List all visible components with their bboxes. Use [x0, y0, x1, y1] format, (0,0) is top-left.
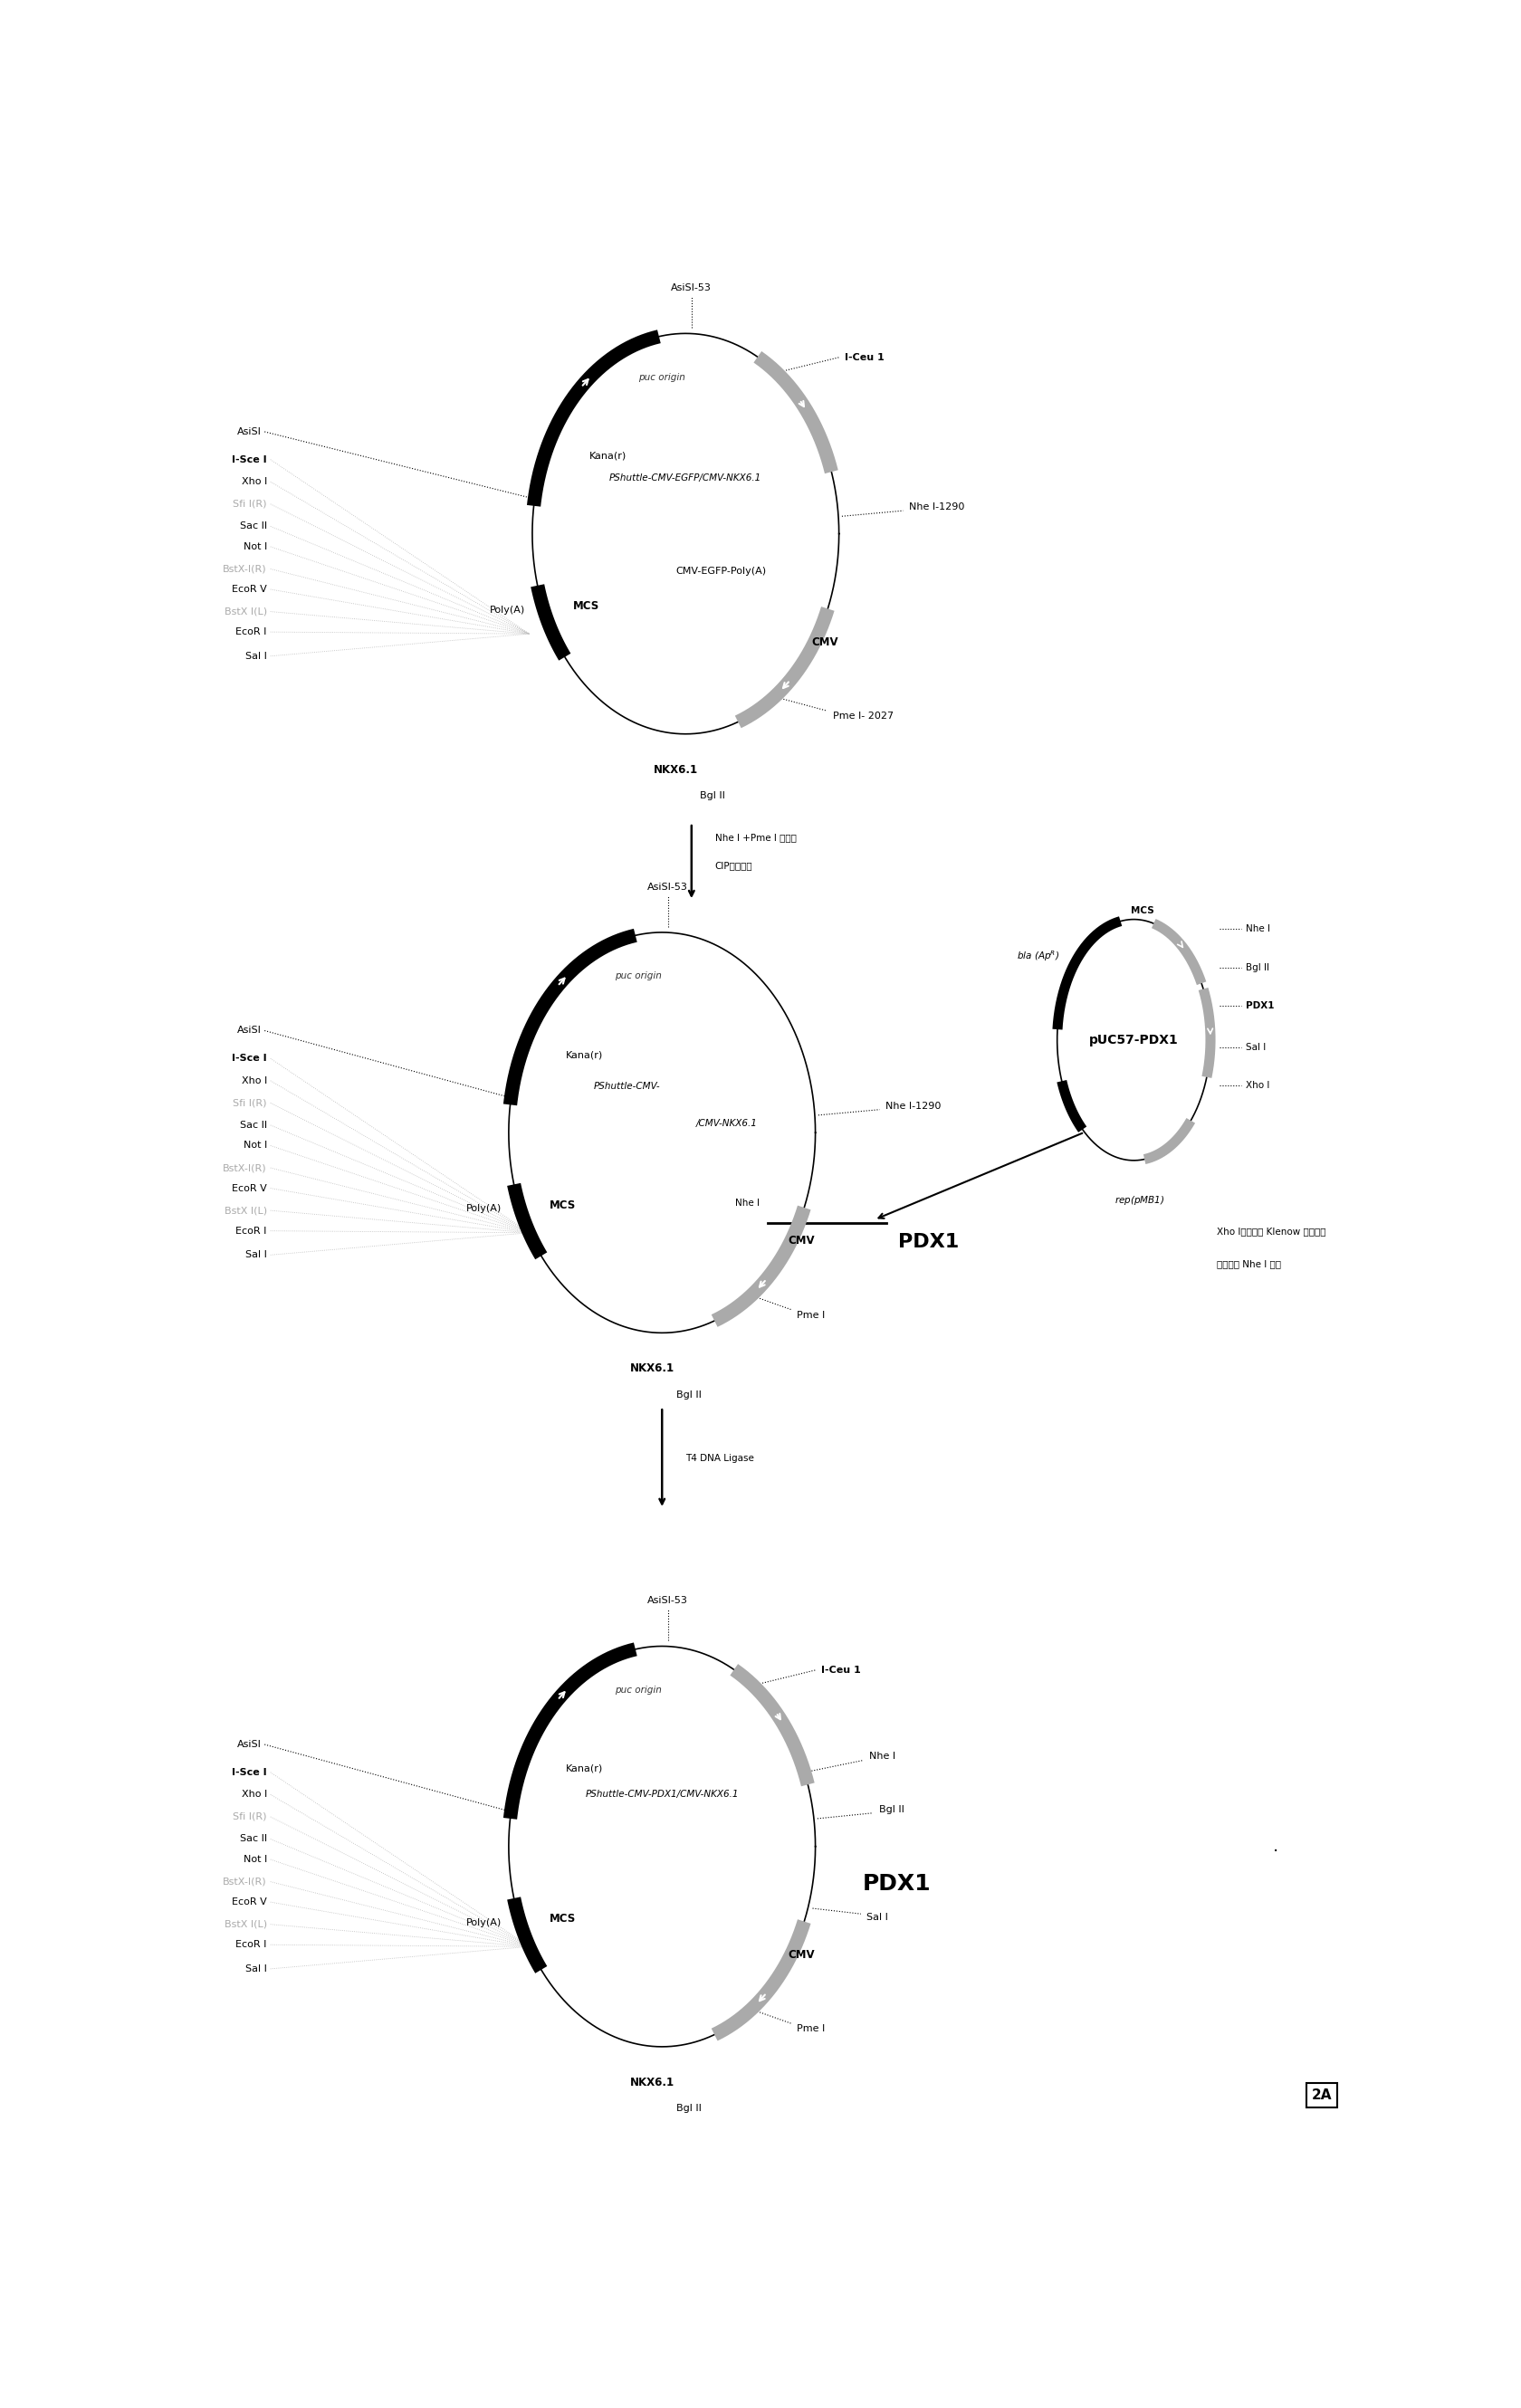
Text: PShuttle-CMV-PDX1/CMV-NKX6.1: PShuttle-CMV-PDX1/CMV-NKX6.1	[586, 1789, 738, 1799]
Text: I-Sce I: I-Sce I	[231, 1767, 266, 1777]
Text: EcoR V: EcoR V	[231, 1898, 266, 1907]
Text: PShuttle-CMV-EGFP/CMV-NKX6.1: PShuttle-CMV-EGFP/CMV-NKX6.1	[608, 474, 762, 482]
Text: NKX6.1: NKX6.1	[630, 1363, 674, 1375]
Text: NKX6.1: NKX6.1	[654, 763, 698, 775]
Text: Sal I: Sal I	[245, 1250, 266, 1259]
Text: Pme I: Pme I	[797, 2025, 824, 2035]
Text: Not I: Not I	[243, 1141, 266, 1151]
Text: Poly(A): Poly(A)	[465, 1204, 502, 1214]
Text: EcoR I: EcoR I	[236, 1941, 266, 1948]
Text: Nhe I +Pme I 双酵切: Nhe I +Pme I 双酵切	[715, 833, 795, 843]
Text: Poly(A): Poly(A)	[465, 1919, 502, 1926]
Text: Kana(r): Kana(r)	[589, 450, 627, 460]
Text: T4 DNA Ligase: T4 DNA Ligase	[684, 1454, 754, 1462]
Text: Nhe I-1290: Nhe I-1290	[885, 1100, 940, 1110]
Text: BstX I(L): BstX I(L)	[224, 1206, 266, 1216]
Text: Sac II: Sac II	[239, 1835, 266, 1845]
Text: CMV-EGFP-Poly(A): CMV-EGFP-Poly(A)	[675, 566, 767, 576]
Text: CMV: CMV	[811, 636, 838, 648]
Text: PDX1: PDX1	[1246, 1002, 1273, 1011]
Text: Bgl II: Bgl II	[700, 792, 726, 799]
Text: Sac II: Sac II	[239, 523, 266, 530]
Text: Kana(r): Kana(r)	[566, 1765, 602, 1772]
Text: AsiSI: AsiSI	[237, 426, 260, 436]
Text: Sfi I(R): Sfi I(R)	[233, 1098, 266, 1108]
Text: puc origin: puc origin	[614, 970, 662, 980]
Text: $bla$ (Ap$^R$): $bla$ (Ap$^R$)	[1016, 949, 1059, 963]
Text: puc origin: puc origin	[639, 373, 684, 380]
Text: Bgl II: Bgl II	[1246, 963, 1269, 973]
Text: Kana(r): Kana(r)	[566, 1050, 602, 1060]
Text: AsiSI-53: AsiSI-53	[648, 881, 687, 891]
Text: AsiSI-53: AsiSI-53	[648, 1597, 687, 1606]
Text: $rep$(pMB1): $rep$(pMB1)	[1113, 1194, 1164, 1206]
Text: I-Ceu 1: I-Ceu 1	[821, 1666, 861, 1674]
Text: BstX-I(R): BstX-I(R)	[222, 563, 266, 573]
Text: EcoR V: EcoR V	[231, 585, 266, 595]
Text: Xho I: Xho I	[242, 1789, 266, 1799]
Text: EcoR I: EcoR I	[236, 1226, 266, 1235]
Text: AsiSI: AsiSI	[237, 1026, 260, 1035]
Text: /CMV-NKX6.1: /CMV-NKX6.1	[695, 1120, 757, 1127]
Text: MCS: MCS	[549, 1912, 575, 1924]
Text: Xho I倒切后， Klenow 平端处理: Xho I倒切后， Klenow 平端处理	[1215, 1226, 1325, 1235]
Text: Not I: Not I	[243, 542, 266, 551]
Text: Sal I: Sal I	[867, 1912, 888, 1922]
Text: Xho I: Xho I	[1246, 1081, 1269, 1091]
Text: EcoR V: EcoR V	[231, 1185, 266, 1192]
Text: BstX-I(R): BstX-I(R)	[222, 1163, 266, 1173]
Text: BstX I(L): BstX I(L)	[224, 1919, 266, 1929]
Text: Poly(A): Poly(A)	[490, 604, 525, 614]
Text: 2A: 2A	[1311, 2088, 1331, 2102]
Text: .: .	[1272, 1837, 1278, 1854]
Text: PShuttle-CMV-: PShuttle-CMV-	[593, 1081, 660, 1091]
Text: Bgl II: Bgl II	[878, 1804, 903, 1813]
Text: Nhe I: Nhe I	[1246, 925, 1270, 934]
Text: BstX-I(R): BstX-I(R)	[222, 1878, 266, 1885]
Text: Sal I: Sal I	[1246, 1043, 1265, 1052]
Text: I-Ceu 1: I-Ceu 1	[844, 354, 884, 361]
Text: EcoR I: EcoR I	[236, 628, 266, 636]
Text: Pme I: Pme I	[797, 1310, 824, 1320]
Text: PDX1: PDX1	[897, 1233, 958, 1252]
Text: Xho I: Xho I	[242, 1076, 266, 1086]
Text: AsiSI-53: AsiSI-53	[671, 284, 712, 294]
Text: CMV: CMV	[788, 1235, 814, 1247]
Text: Sfi I(R): Sfi I(R)	[233, 498, 266, 508]
Text: Sal I: Sal I	[245, 653, 266, 660]
Text: PDX1: PDX1	[862, 1873, 931, 1895]
Text: CIP去磷酸化: CIP去磷酸化	[715, 862, 753, 869]
Text: NKX6.1: NKX6.1	[630, 2076, 674, 2088]
Text: MCS: MCS	[1130, 905, 1153, 915]
Text: Xho I: Xho I	[242, 477, 266, 486]
Text: Nhe I-1290: Nhe I-1290	[908, 503, 964, 510]
Text: BstX I(L): BstX I(L)	[224, 607, 266, 616]
Text: Not I: Not I	[243, 1854, 266, 1864]
Text: Pme I- 2027: Pme I- 2027	[832, 713, 893, 720]
Text: puc origin: puc origin	[614, 1686, 662, 1695]
Text: MCS: MCS	[572, 600, 599, 612]
Text: Bgl II: Bgl II	[677, 2105, 701, 2114]
Text: Nhe I: Nhe I	[868, 1753, 894, 1760]
Text: I-Sce I: I-Sce I	[231, 1055, 266, 1062]
Text: I-Sce I: I-Sce I	[231, 455, 266, 465]
Text: AsiSI: AsiSI	[237, 1741, 260, 1748]
Text: CMV: CMV	[788, 1948, 814, 1960]
Text: Sfi I(R): Sfi I(R)	[233, 1813, 266, 1820]
Text: Sal I: Sal I	[245, 1965, 266, 1972]
Text: Bgl II: Bgl II	[677, 1389, 701, 1399]
Text: MCS: MCS	[549, 1199, 575, 1211]
Text: Nhe I: Nhe I	[735, 1199, 759, 1206]
Text: Sac II: Sac II	[239, 1120, 266, 1129]
Text: pUC57-PDX1: pUC57-PDX1	[1089, 1033, 1177, 1045]
Text: 纯化后， Nhe I 酵切: 纯化后， Nhe I 酵切	[1215, 1259, 1279, 1269]
